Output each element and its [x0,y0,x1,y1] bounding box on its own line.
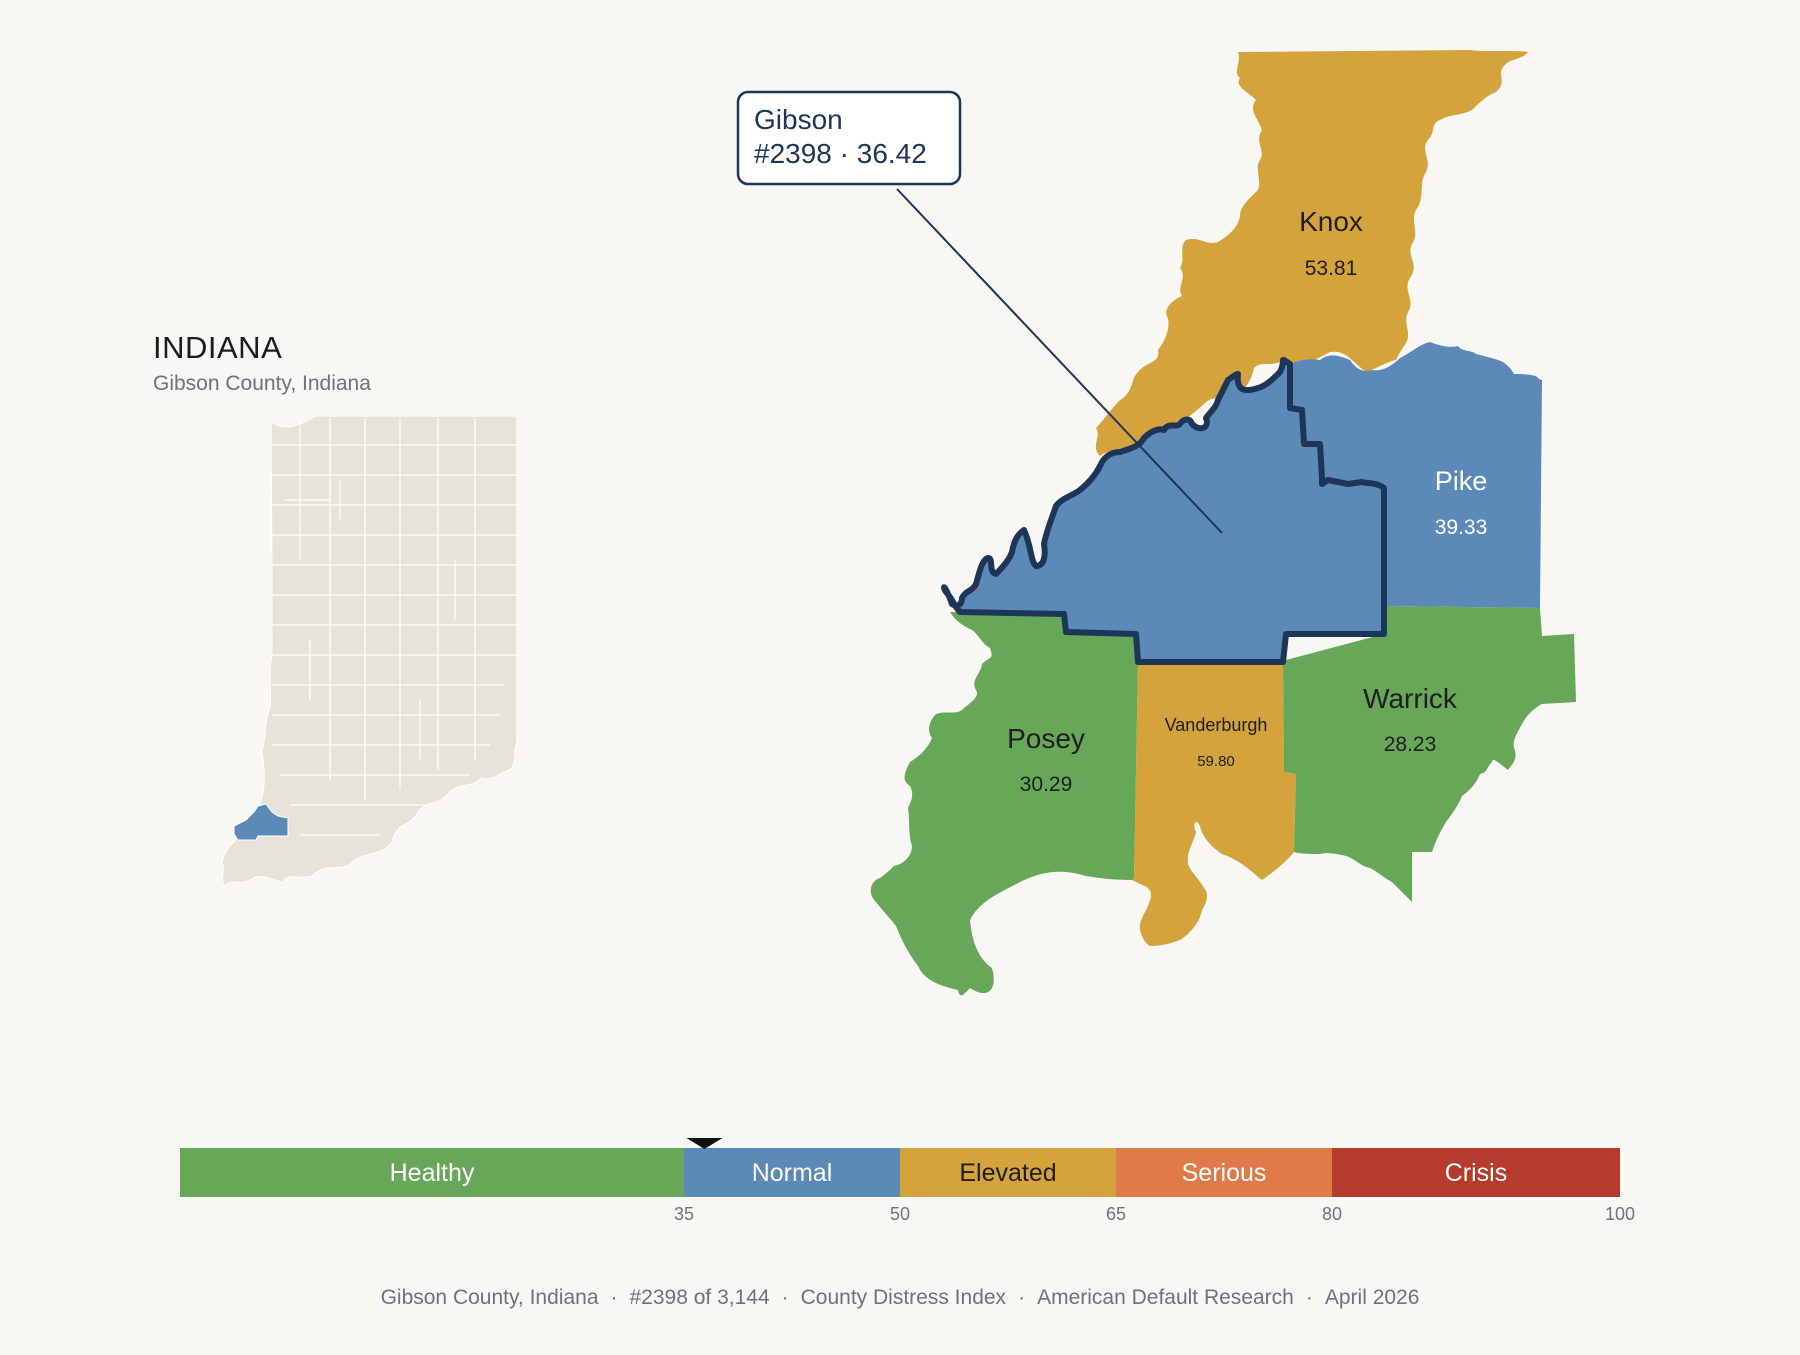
footer-source: American Default Research [1037,1286,1294,1309]
gibson-callout: Gibson #2398 · 36.42 [736,90,1223,534]
scale-band-crisis [1332,1148,1620,1197]
scale-band-normal [684,1148,900,1197]
scale-band-label-healthy: Healthy [390,1159,475,1187]
neighbor-counties [870,50,1576,996]
inset-state-title: INDIANA [153,330,283,365]
footer-rank: #2398 of 3,144 [629,1286,770,1309]
scale-tick-100: 100 [1605,1204,1635,1224]
label-warrick: Warrick [1363,683,1458,714]
indiana-county-lines [272,418,517,836]
footer-date: April 2026 [1324,1286,1420,1309]
callout-county-name: Gibson [754,104,843,135]
scale-band-label-elevated: Elevated [959,1159,1056,1187]
county-knox[interactable] [1095,50,1528,456]
scale-tick-65: 65 [1106,1204,1126,1224]
county-posey[interactable] [870,612,1138,996]
county-pike[interactable] [1290,342,1542,608]
scale-band-serious [1116,1148,1332,1197]
label-vanderburgh: Vanderburgh [1165,715,1268,735]
county-gibson[interactable] [941,357,1387,665]
callout-rank-score: #2398 · 36.42 [754,138,927,169]
distress-scale: Healthy Normal Elevated Serious Crisis 35 50 65… [180,1138,1635,1224]
county-vanderburgh[interactable] [1132,662,1296,946]
scale-band-label-normal: Normal [752,1159,833,1187]
label-pike: Pike [1435,466,1488,496]
callout-leader-line [896,188,1223,534]
indiana-state-shape [221,415,518,887]
scale-band-healthy [180,1148,684,1197]
scale-band-label-serious: Serious [1182,1159,1267,1187]
scale-tick-35: 35 [674,1204,694,1224]
indiana-inset-gibson [233,803,289,841]
inset-subtitle: Gibson County, Indiana [153,372,371,395]
score-vanderburgh: 59.80 [1197,753,1235,770]
score-pike: 39.33 [1435,516,1488,539]
scale-marker [686,1138,723,1149]
scale-tick-50: 50 [890,1204,910,1224]
score-knox: 53.81 [1305,257,1358,280]
footer-location: Gibson County, Indiana [380,1286,599,1309]
score-posey: 30.29 [1020,773,1073,796]
county-warrick[interactable] [1283,606,1576,902]
footer-index-name: County Distress Index [800,1286,1007,1309]
footer-caption: Gibson County, Indiana · #2398 of 3,144 · Co… [380,1286,1420,1309]
scale-band-elevated [900,1148,1116,1197]
label-posey: Posey [1007,723,1085,754]
score-warrick: 28.23 [1384,733,1437,756]
county-labels: Knox 53.81 Pike 39.33 Posey 30.29 Vander… [1007,206,1487,796]
label-knox: Knox [1299,206,1363,237]
indiana-inset-map [221,415,518,887]
scale-tick-80: 80 [1322,1204,1342,1224]
callout-box [736,90,962,186]
scale-band-label-crisis: Crisis [1445,1159,1508,1187]
